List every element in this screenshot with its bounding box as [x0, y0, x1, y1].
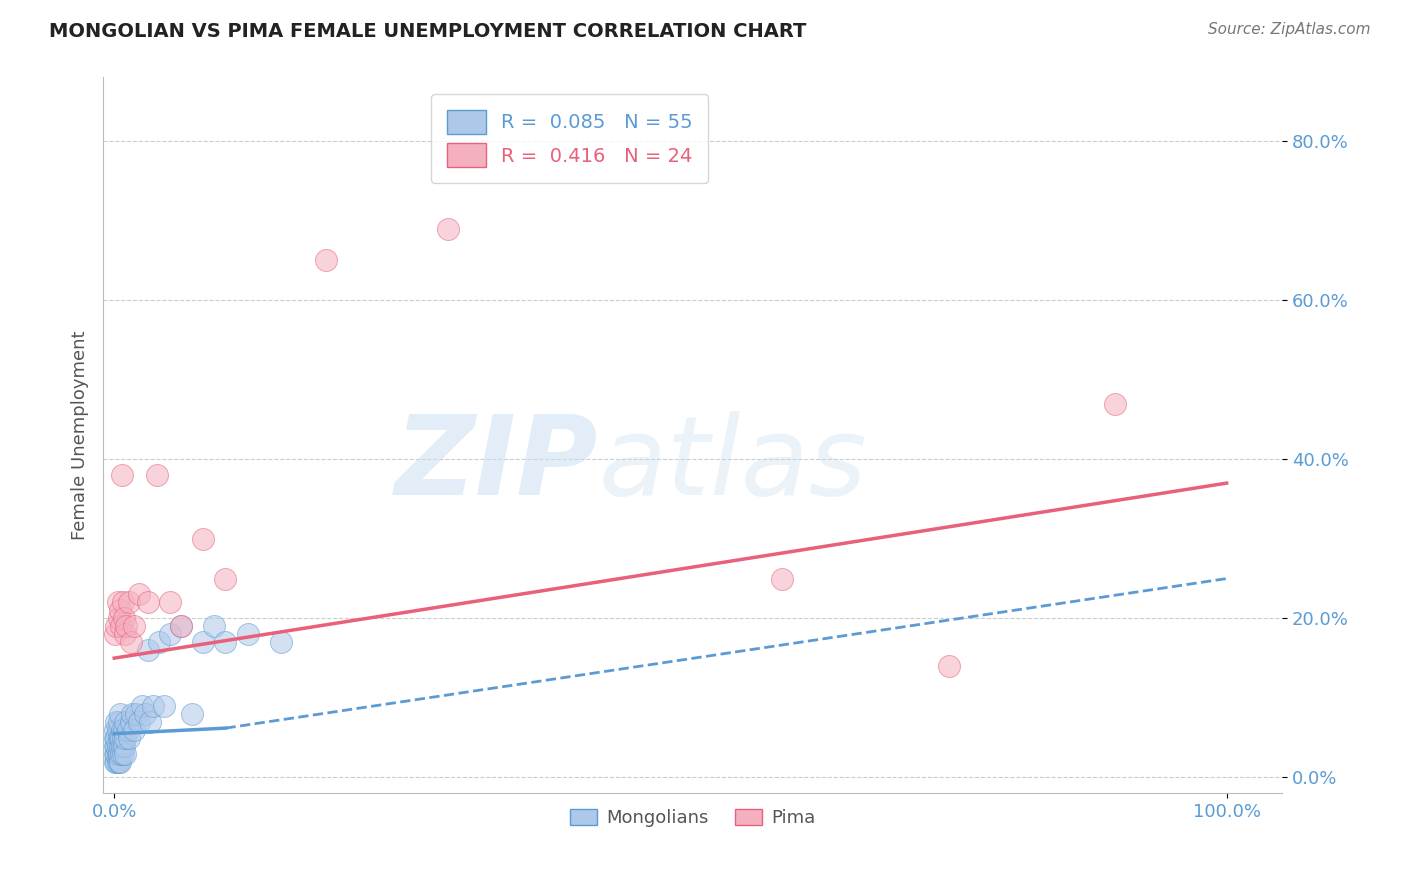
Point — [110, 747, 132, 761]
Point — [111, 468, 134, 483]
Point — [112, 739, 135, 753]
Point — [315, 253, 337, 268]
Point — [1104, 396, 1126, 410]
Point — [214, 635, 236, 649]
Text: Source: ZipAtlas.com: Source: ZipAtlas.com — [1208, 22, 1371, 37]
Point — [107, 595, 129, 609]
Point — [107, 723, 129, 737]
Point — [105, 714, 128, 729]
Point — [114, 627, 136, 641]
Point — [107, 714, 129, 729]
Point — [142, 698, 165, 713]
Point — [104, 739, 127, 753]
Point — [112, 611, 135, 625]
Point — [105, 747, 128, 761]
Point — [437, 221, 460, 235]
Point — [170, 619, 193, 633]
Point — [139, 714, 162, 729]
Point — [107, 731, 129, 745]
Point — [121, 706, 143, 721]
Point — [148, 635, 170, 649]
Point — [112, 723, 135, 737]
Point — [107, 739, 129, 753]
Point — [214, 572, 236, 586]
Point — [112, 747, 135, 761]
Point — [114, 714, 136, 729]
Point — [136, 595, 159, 609]
Point — [938, 659, 960, 673]
Point — [770, 572, 793, 586]
Point — [153, 698, 176, 713]
Point — [107, 747, 129, 761]
Point — [159, 595, 181, 609]
Point — [236, 627, 259, 641]
Legend: Mongolians, Pima: Mongolians, Pima — [562, 802, 823, 834]
Point — [117, 723, 139, 737]
Point — [112, 731, 135, 745]
Point — [120, 714, 142, 729]
Point — [136, 643, 159, 657]
Point — [193, 635, 215, 649]
Point — [131, 698, 153, 713]
Point — [118, 731, 141, 745]
Point — [104, 755, 127, 769]
Point — [125, 706, 148, 721]
Point — [105, 755, 128, 769]
Y-axis label: Female Unemployment: Female Unemployment — [72, 331, 89, 541]
Point — [107, 747, 129, 761]
Point — [170, 619, 193, 633]
Point — [104, 731, 127, 745]
Text: MONGOLIAN VS PIMA FEMALE UNEMPLOYMENT CORRELATION CHART: MONGOLIAN VS PIMA FEMALE UNEMPLOYMENT CO… — [49, 22, 807, 41]
Point — [111, 739, 134, 753]
Point — [105, 739, 128, 753]
Point — [107, 755, 129, 769]
Point — [114, 731, 136, 745]
Point — [105, 731, 128, 745]
Text: atlas: atlas — [599, 410, 868, 517]
Point — [128, 714, 150, 729]
Point — [128, 587, 150, 601]
Point — [145, 468, 167, 483]
Point — [120, 635, 142, 649]
Point — [159, 627, 181, 641]
Point — [104, 627, 127, 641]
Point — [108, 739, 131, 753]
Point — [181, 706, 204, 721]
Point — [270, 635, 292, 649]
Point — [118, 595, 141, 609]
Point — [108, 755, 131, 769]
Point — [134, 706, 156, 721]
Point — [202, 619, 225, 633]
Point — [115, 619, 138, 633]
Point — [110, 731, 132, 745]
Point — [112, 595, 135, 609]
Point — [107, 611, 129, 625]
Point — [107, 755, 129, 769]
Point — [108, 603, 131, 617]
Point — [108, 731, 131, 745]
Point — [104, 723, 127, 737]
Point — [114, 747, 136, 761]
Point — [110, 619, 132, 633]
Point — [104, 747, 127, 761]
Point — [111, 723, 134, 737]
Text: ZIP: ZIP — [395, 410, 599, 517]
Point — [105, 619, 128, 633]
Point — [124, 723, 146, 737]
Point — [108, 706, 131, 721]
Point — [193, 532, 215, 546]
Point — [124, 619, 146, 633]
